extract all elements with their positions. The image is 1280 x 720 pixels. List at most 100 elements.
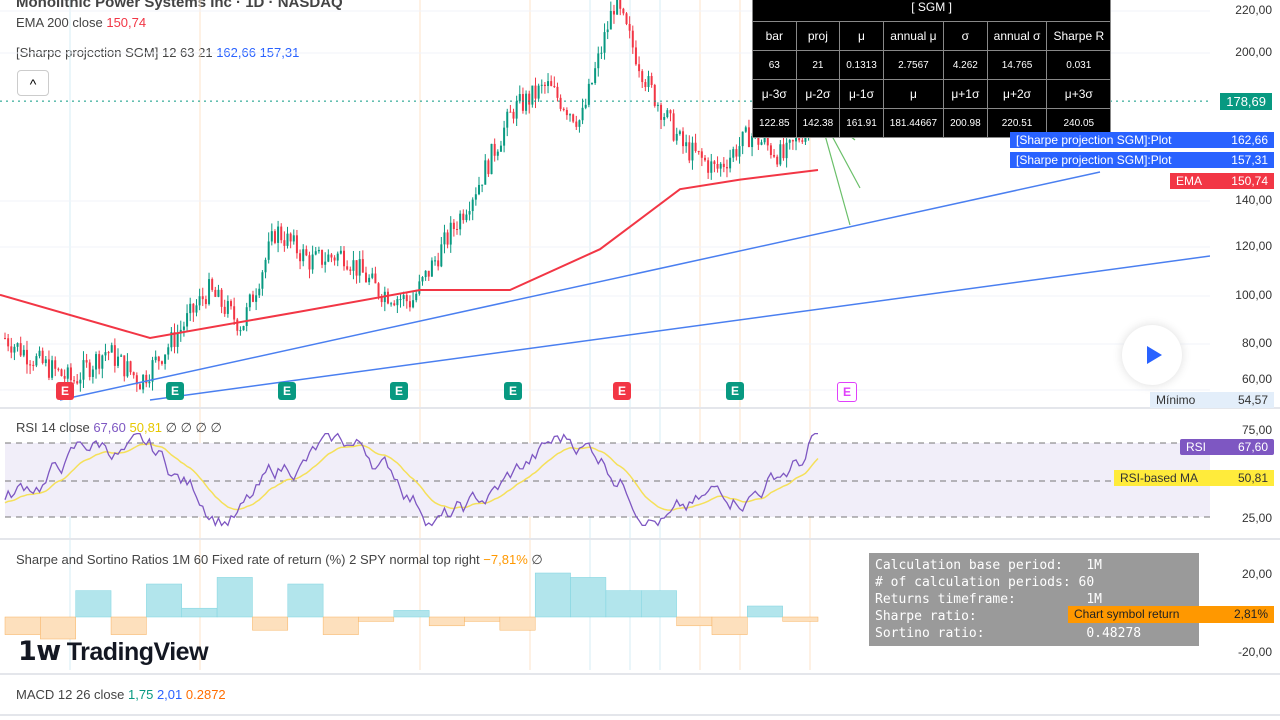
candle-body — [656, 104, 659, 106]
pane-separator[interactable] — [0, 538, 1280, 540]
pane-separator[interactable] — [0, 714, 1280, 716]
candle-body — [434, 260, 437, 262]
candle-body — [120, 355, 123, 357]
candle-body — [368, 277, 371, 283]
earnings-marker-icon[interactable]: E — [726, 382, 744, 400]
ema-legend[interactable]: EMA 200 close 150,74 — [16, 15, 146, 30]
ema-legend-label: EMA 200 close — [16, 15, 103, 30]
candle-body — [487, 160, 490, 175]
candle-body — [299, 253, 302, 262]
price-axis-label: 80,00 — [1241, 336, 1272, 350]
candle-body — [79, 379, 82, 384]
collapse-legend-button[interactable]: ^ — [17, 70, 49, 96]
earnings-marker-icon[interactable]: E — [166, 382, 184, 400]
candle-body — [685, 142, 688, 147]
sharpe-bar — [464, 616, 501, 622]
tradingview-logo-icon: 𝟭𝘄 — [18, 636, 61, 666]
candle-body — [603, 32, 606, 53]
stats-line: Sharpe ratio: — [875, 609, 977, 624]
candle-body — [468, 211, 471, 215]
candle-body — [25, 349, 28, 365]
sharpe-sortino-legend[interactable]: Sharpe and Sortino Ratios 1M 60 Fixed ra… — [16, 552, 543, 568]
candle-body — [471, 199, 474, 212]
pane-separator[interactable] — [0, 673, 1280, 675]
earnings-marker-icon[interactable]: E — [56, 382, 74, 400]
rsi-ma-line — [4, 442, 819, 511]
sharpe-bar — [322, 616, 359, 635]
tag-value: 2,81% — [1233, 607, 1268, 621]
candle-body — [650, 76, 653, 86]
candle-body — [160, 361, 163, 364]
candle-body — [69, 367, 72, 381]
candle-body — [612, 10, 615, 15]
candle-body — [769, 145, 772, 156]
candle-body — [390, 303, 393, 305]
sharpe-bar — [570, 577, 607, 618]
candle-body — [688, 142, 691, 161]
macd-legend[interactable]: MACD 12 26 close 1,75 2,01 0.2872 — [16, 687, 226, 702]
candle-body — [525, 93, 528, 111]
candle-body — [396, 299, 399, 306]
candle-body — [239, 330, 242, 332]
price-axis-label: 220,00 — [1235, 3, 1272, 17]
legend-value: 67,60 — [93, 420, 126, 435]
sgm-cell: μ — [882, 79, 945, 109]
candle-body — [51, 360, 54, 378]
candle-body — [126, 361, 129, 377]
stats-line: Sortino ratio: 0.48278 — [875, 626, 1142, 641]
candle-body — [634, 47, 637, 65]
candle-body — [267, 241, 270, 260]
tag-label: RSI — [1186, 440, 1207, 454]
earnings-marker-icon[interactable]: E — [504, 382, 522, 400]
candle-body — [211, 279, 214, 290]
last-price-tag: 178,69 — [1220, 93, 1272, 110]
candle-body — [449, 222, 452, 245]
candle-body — [261, 272, 264, 289]
candle-body — [446, 232, 449, 245]
earnings-marker-icon[interactable]: E — [613, 382, 631, 400]
tag-value: 150,74 — [1231, 174, 1268, 188]
candle-body — [531, 85, 534, 105]
earnings-marker-icon[interactable]: E — [390, 382, 408, 400]
candle-body — [44, 359, 47, 364]
chart-canvas[interactable] — [0, 0, 1210, 720]
candle-body — [346, 266, 349, 270]
pane-separator[interactable] — [0, 407, 1280, 409]
legend-value: 0.2872 — [185, 687, 226, 702]
chart-symbol-return-tag: Chart symbol return 2,81% — [1068, 606, 1274, 623]
candle-body — [496, 151, 499, 156]
sgm-cell: 2.7567 — [882, 50, 945, 80]
stats-line: Calculation base period: 1M — [875, 558, 1102, 573]
candle-body — [117, 356, 120, 366]
candle-body — [691, 142, 694, 161]
candle-body — [110, 345, 113, 353]
candle-body — [766, 137, 769, 146]
candle-body — [575, 121, 578, 127]
candle-body — [697, 151, 700, 153]
sharpe-bar — [40, 616, 76, 640]
sharpe-bar — [393, 610, 430, 618]
ema-legend-value: 150,74 — [106, 15, 147, 30]
candle-body — [198, 296, 201, 306]
sharpe-bar — [110, 616, 147, 635]
tag-label: Mínimo — [1156, 393, 1196, 407]
sgm-cell: μ-1σ — [839, 79, 884, 109]
candle-body — [264, 259, 267, 273]
candle-body — [217, 289, 220, 297]
replay-play-button[interactable] — [1122, 325, 1182, 385]
earnings-marker-icon[interactable]: E — [278, 382, 296, 400]
earnings-marker-icon[interactable]: E — [837, 382, 857, 402]
sgm-cell: 21 — [795, 50, 841, 80]
sharpe-bar — [287, 583, 324, 618]
sgm-cell: 200.98 — [943, 108, 988, 138]
candle-body — [248, 294, 251, 308]
candle-body — [151, 360, 154, 382]
candle-body — [393, 303, 396, 306]
candle-body — [710, 161, 713, 173]
plot1-tag: [Sharpe projection SGM]:Plot 162,66 — [1010, 132, 1274, 148]
candle-body — [528, 93, 531, 105]
rsi-legend[interactable]: RSI 14 close 67,60 50,81 ∅ ∅ ∅ ∅ — [16, 420, 222, 436]
sharpe-bar — [641, 590, 677, 618]
candle-body — [430, 260, 433, 277]
candle-body — [355, 260, 358, 276]
